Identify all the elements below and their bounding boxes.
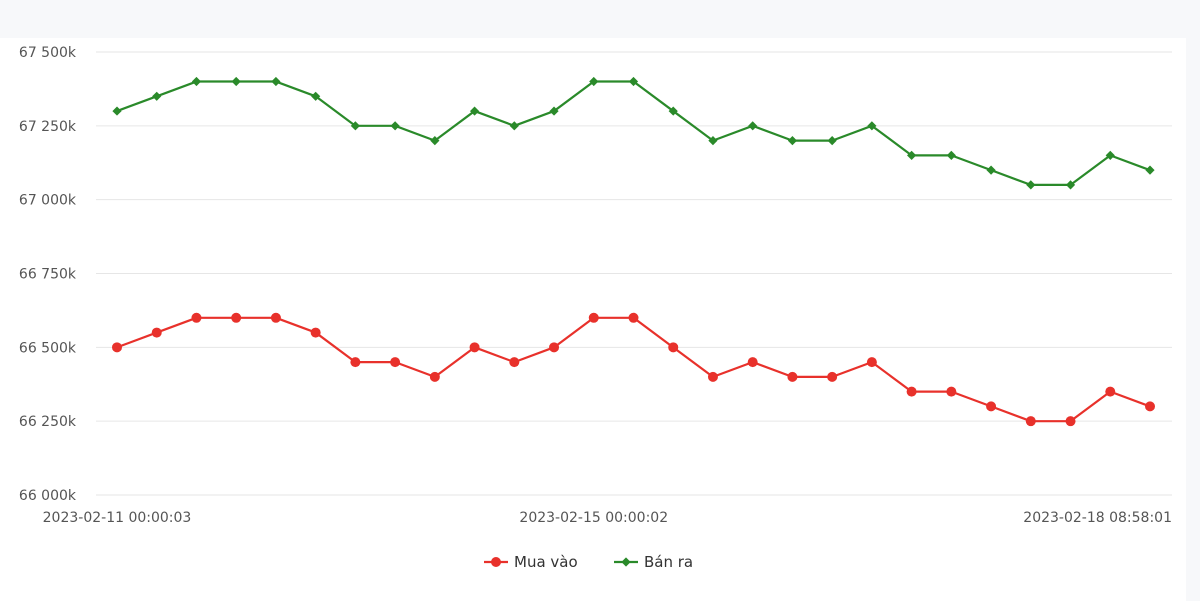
y-axis-ticks: 66 000k 66 250k 66 500k 66 750k 67 000k 67 25…	[19, 45, 77, 504]
y-tick-label: 67 500k	[19, 45, 77, 61]
data-point[interactable]	[986, 165, 996, 175]
data-point[interactable]	[986, 401, 997, 412]
y-tick-label: 66 000k	[19, 488, 77, 504]
data-point[interactable]	[231, 76, 241, 87]
data-point[interactable]	[668, 106, 678, 116]
grid-layer	[96, 51, 1172, 496]
data-point[interactable]	[1145, 165, 1155, 175]
data-point[interactable]	[350, 357, 361, 368]
data-point[interactable]	[907, 150, 917, 160]
data-point[interactable]	[112, 342, 122, 353]
line-chart: 66 000k 66 250k 66 500k 66 750k 67 000k 67 25…	[19, 45, 1172, 571]
data-point[interactable]	[231, 312, 242, 323]
series-line	[116, 80, 1151, 186]
data-point[interactable]	[827, 136, 837, 146]
y-tick-label: 66 500k	[19, 340, 77, 356]
data-point[interactable]	[668, 342, 679, 353]
data-point[interactable]	[707, 371, 718, 382]
series-layer	[112, 76, 1155, 427]
data-point[interactable]	[350, 121, 360, 131]
data-point[interactable]	[1145, 401, 1155, 412]
data-point[interactable]	[1065, 180, 1076, 190]
legend-label: Mua vào	[514, 553, 578, 571]
y-tick-label: 67 000k	[19, 193, 77, 209]
x-tick-label: 2023-02-15 00:00:02	[519, 510, 668, 526]
x-axis-ticks: 2023-02-11 00:00:03 2023-02-15 00:00:02 20…	[43, 510, 1172, 526]
data-point[interactable]	[549, 342, 560, 353]
data-point[interactable]	[906, 386, 917, 397]
data-point[interactable]	[708, 136, 718, 146]
data-point[interactable]	[310, 327, 321, 338]
data-point[interactable]	[748, 121, 758, 131]
data-point[interactable]	[946, 150, 956, 160]
data-point[interactable]	[152, 91, 162, 101]
data-point[interactable]	[946, 386, 957, 397]
chart-panel: 66 000k 66 250k 66 500k 66 750k 67 000k 67 25…	[0, 38, 1186, 601]
legend-marker	[491, 557, 501, 567]
data-point[interactable]	[390, 121, 400, 131]
legend: Mua vào Bán ra	[484, 553, 693, 571]
data-point[interactable]	[787, 136, 798, 146]
y-tick-label: 66 750k	[19, 267, 77, 283]
data-point[interactable]	[1025, 416, 1036, 427]
data-point[interactable]	[311, 91, 321, 101]
y-tick-label: 66 250k	[19, 414, 77, 430]
data-point[interactable]	[747, 357, 758, 368]
data-point[interactable]	[151, 327, 162, 338]
data-point[interactable]	[628, 76, 639, 87]
x-tick-label: 2023-02-11 00:00:03	[43, 510, 192, 526]
data-point[interactable]	[469, 342, 480, 353]
data-point[interactable]	[1105, 386, 1116, 397]
data-point[interactable]	[112, 106, 122, 116]
data-point[interactable]	[867, 121, 877, 131]
data-point[interactable]	[827, 371, 838, 382]
data-point[interactable]	[787, 371, 798, 382]
data-point[interactable]	[628, 312, 639, 323]
data-point[interactable]	[509, 357, 520, 368]
data-point[interactable]	[588, 312, 599, 323]
legend-label: Bán ra	[644, 553, 693, 571]
legend-item[interactable]: Bán ra	[614, 553, 693, 571]
data-point[interactable]	[589, 76, 599, 87]
data-point[interactable]	[1026, 180, 1036, 190]
data-point[interactable]	[1065, 416, 1076, 427]
data-point[interactable]	[271, 76, 281, 87]
data-point[interactable]	[430, 136, 440, 146]
data-point[interactable]	[191, 76, 202, 87]
data-point[interactable]	[429, 371, 440, 382]
data-point[interactable]	[1105, 150, 1115, 160]
legend-item[interactable]: Mua vào	[484, 553, 578, 571]
data-point[interactable]	[469, 106, 480, 116]
data-point[interactable]	[509, 121, 519, 131]
data-point[interactable]	[549, 106, 559, 116]
data-point[interactable]	[390, 357, 401, 368]
data-point[interactable]	[270, 312, 281, 323]
y-tick-label: 67 250k	[19, 119, 77, 135]
legend-marker	[621, 557, 631, 567]
data-point[interactable]	[191, 312, 202, 323]
data-point[interactable]	[866, 357, 877, 368]
x-tick-label: 2023-02-18 08:58:01	[1023, 510, 1172, 526]
